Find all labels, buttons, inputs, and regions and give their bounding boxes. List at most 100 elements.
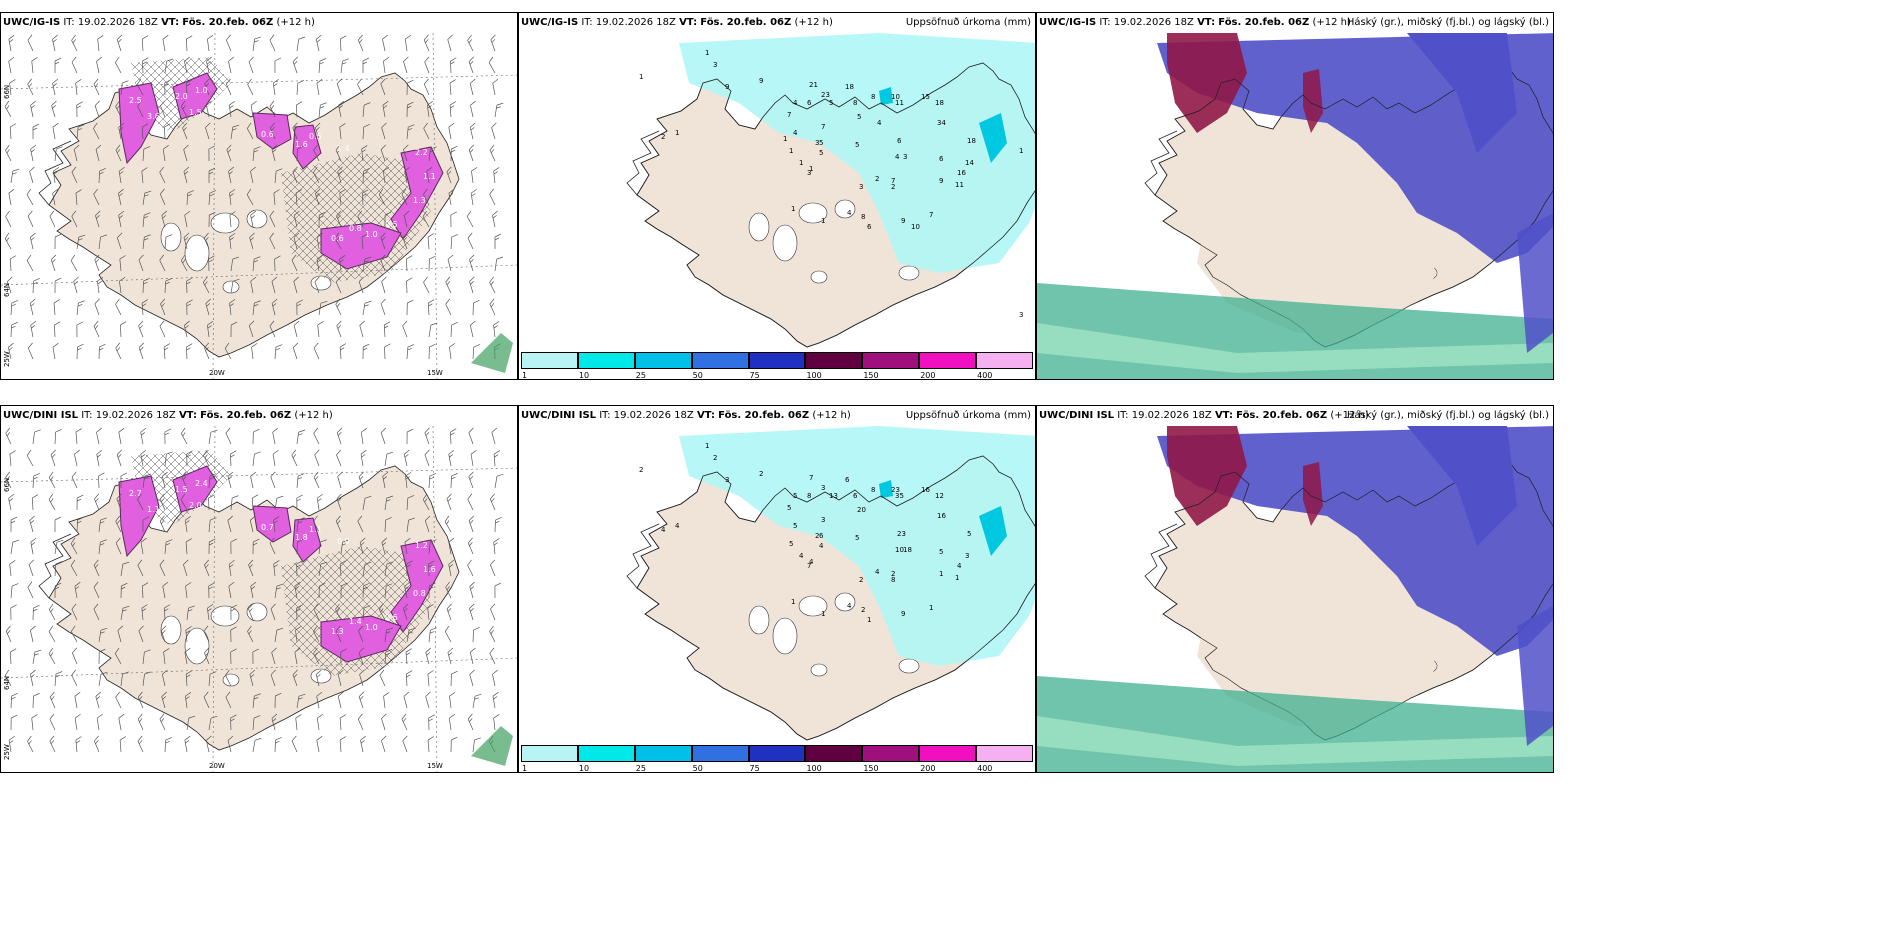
precip-colorbar: 1 10 25 50 75 100 150 200 400 bbox=[521, 352, 1033, 379]
snowfall-value-label: 1.3 bbox=[413, 196, 426, 205]
panel-header: UWC/DINI ISL IT: 19.02.2026 18Z VT: Fös.… bbox=[1037, 406, 1553, 426]
precip-value-label: 14 bbox=[965, 159, 974, 167]
precip-value-label: 12 bbox=[935, 492, 944, 500]
longitude-label: 20W bbox=[209, 762, 225, 770]
precip-value-label: 5 bbox=[939, 548, 943, 556]
precip-value-label: 16 bbox=[921, 486, 930, 494]
precip-value-label: 1 bbox=[705, 442, 709, 450]
precip-panel-row-2: UWC/DINI ISL IT: 19.02.2026 18Z VT: Fös.… bbox=[518, 405, 1036, 773]
wind-map-svg: 2.71.12.42.01.50.71.81.10.9 1.21.60.81.41… bbox=[1, 426, 517, 772]
snowfall-value-label: 1.5 bbox=[189, 108, 202, 117]
precip-value-label: 2 bbox=[661, 133, 665, 141]
colorbar-tick-label: 25 bbox=[635, 371, 646, 380]
precip-value-label: 5 bbox=[855, 534, 859, 542]
precip-value-label: 7 bbox=[821, 123, 825, 131]
lead-time: (+12 h) bbox=[294, 410, 333, 421]
colorbar-tick-label: 75 bbox=[749, 764, 760, 773]
colorbar-tick-label: 100 bbox=[806, 371, 822, 380]
valid-time: Fös. 20.feb. 06Z bbox=[1236, 410, 1328, 421]
init-time: IT: 19.02.2026 18Z bbox=[1117, 410, 1212, 421]
precip-value-label: 2 bbox=[891, 183, 895, 191]
valid-time-label: VT: bbox=[161, 17, 180, 28]
precip-value-label: 9 bbox=[725, 83, 729, 91]
panel-header-left: UWC/DINI ISL IT: 19.02.2026 18Z VT: Fös.… bbox=[3, 406, 333, 426]
precip-value-label: 6 bbox=[897, 137, 902, 145]
valid-time-label: VT: bbox=[1214, 410, 1233, 421]
precip-value-label: 3 bbox=[1019, 311, 1023, 319]
latitude-label: 66N bbox=[3, 478, 11, 492]
snowfall-value-label: 1.0 bbox=[365, 623, 378, 632]
precip-value-label: 7 bbox=[929, 211, 933, 219]
snowfall-value-label: 0.5 bbox=[385, 220, 398, 229]
valid-time-label: VT: bbox=[178, 410, 197, 421]
precip-value-label: 6 bbox=[853, 492, 858, 500]
precip-value-label: 4 bbox=[957, 562, 962, 570]
snowfall-value-label: 1.1 bbox=[423, 172, 436, 181]
longitude-label: 15W bbox=[427, 369, 443, 377]
precip-value-label: 2 bbox=[891, 570, 895, 578]
snowfall-value-label: 2.4 bbox=[195, 479, 208, 488]
precip-value-label: 3 bbox=[859, 183, 863, 191]
colorbar-swatch bbox=[862, 745, 920, 762]
colorbar-swatch bbox=[976, 352, 1033, 369]
model-name: UWC/IG-IS bbox=[1039, 17, 1097, 28]
precip-value-label: 8 bbox=[891, 576, 895, 584]
colorbar-tick-label: 200 bbox=[920, 371, 936, 380]
panel-header: UWC/IG-IS IT: 19.02.2026 18Z VT: Fös. 20… bbox=[1037, 13, 1553, 33]
precip-value-label: 5 bbox=[789, 540, 793, 548]
precip-value-label: 5 bbox=[793, 492, 797, 500]
colorbar-swatch bbox=[862, 352, 920, 369]
precip-value-label: 34 bbox=[937, 119, 946, 127]
precip-value-label: 3 bbox=[903, 153, 907, 161]
latitude-label: 64N bbox=[3, 676, 11, 690]
snowfall-value-label: 0.7 bbox=[261, 523, 274, 532]
colorbar-tick-label: 100 bbox=[806, 764, 822, 773]
precip-value-label: 7 bbox=[891, 177, 895, 185]
snowfall-value-label: 1.1 bbox=[309, 525, 322, 534]
precip-value-label: 5 bbox=[787, 504, 791, 512]
precip-value-label: 4 bbox=[895, 153, 900, 161]
colorbar-swatch bbox=[577, 352, 635, 369]
wind-map-svg: 2.53.61.01.52.00.61.60.51.4 2.21.11.30.81… bbox=[1, 33, 517, 379]
precip-value-label: 16 bbox=[957, 169, 966, 177]
precip-value-label: 4 bbox=[847, 602, 852, 610]
panel-title: Uppsöfnuð úrkoma (mm) bbox=[905, 410, 1031, 421]
colorbar-swatch bbox=[577, 745, 635, 762]
precip-value-label: 15 bbox=[921, 93, 930, 101]
precip-value-label: 4 bbox=[661, 526, 666, 534]
valid-time-label: VT: bbox=[696, 410, 715, 421]
precip-value-label: 1 bbox=[939, 570, 943, 578]
precip-value-label: 21 bbox=[809, 81, 818, 89]
precip-value-label: 23 bbox=[897, 530, 906, 538]
precip-value-label: 2 bbox=[759, 470, 763, 478]
colorbar-tick-label: 1 bbox=[522, 764, 528, 773]
precip-value-label: 1 bbox=[821, 610, 825, 618]
wind-map: 2.7 1.1 2.4 2.0 1.5 0.7 1.8 1.1 0.9 1.2 1.6 0.8 1.4 1… bbox=[1, 426, 517, 772]
precip-value-label: 9 bbox=[939, 177, 943, 185]
colorbar-swatch bbox=[634, 745, 692, 762]
precip-value-label: 5 bbox=[819, 149, 823, 157]
colorbar-swatch bbox=[919, 352, 977, 369]
colorbar-tick-label: 150 bbox=[863, 764, 879, 773]
precip-value-label: 18 bbox=[903, 546, 912, 554]
colorbar-tick-label: 1 bbox=[522, 371, 528, 380]
precip-value-label: 2 bbox=[639, 466, 643, 474]
snowfall-value-label: 1.8 bbox=[295, 533, 308, 542]
panel-header: UWC/IG-IS IT: 19.02.2026 18Z VT: Fös. 20… bbox=[1, 13, 517, 33]
lead-time: (+12 h) bbox=[812, 410, 851, 421]
colorbar-swatch bbox=[521, 352, 578, 369]
precip-map: 1 3 1 9 9 21 23 18 4 7 6 5 8 8 10 15 18 34 5 11 6 3 6 9 11 2 1 1 1 3 7… bbox=[519, 33, 1035, 379]
lead-time: (+12 h) bbox=[794, 17, 833, 28]
iceland-landmass bbox=[38, 465, 460, 751]
init-time: IT: 19.02.2026 18Z bbox=[63, 17, 158, 28]
snowfall-value-label: 0.5 bbox=[309, 132, 322, 141]
snowfall-value-label: 0.6 bbox=[331, 234, 344, 243]
snowfall-value-label: 0.8 bbox=[349, 224, 362, 233]
cloud-cover-layers bbox=[1154, 33, 1553, 348]
model-name: UWC/DINI ISL bbox=[3, 410, 79, 421]
precip-value-label: 1 bbox=[675, 129, 679, 137]
snowfall-value-label: 0.9 bbox=[337, 537, 350, 546]
model-name: UWC/DINI ISL bbox=[521, 410, 597, 421]
precip-value-label: 23 bbox=[891, 486, 900, 494]
